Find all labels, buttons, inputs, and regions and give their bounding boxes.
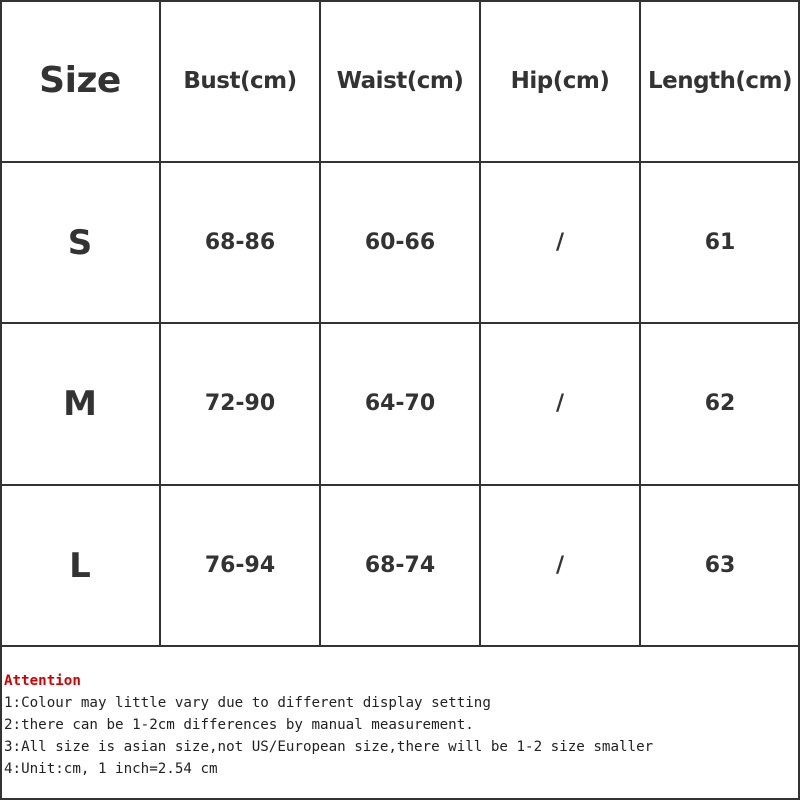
- hip-cell: /: [555, 391, 565, 416]
- size-cell: S: [67, 222, 93, 263]
- header-size: Size: [39, 60, 121, 101]
- row-divider: [0, 484, 800, 486]
- length-cell: 62: [704, 391, 736, 416]
- size-cell: M: [63, 383, 97, 424]
- bust-cell: 72-90: [204, 391, 276, 416]
- row-divider: [0, 161, 800, 163]
- bust-cell: 76-94: [204, 553, 276, 578]
- length-cell: 61: [704, 230, 736, 255]
- header-length: Length(cm): [647, 67, 793, 94]
- header-hip: Hip(cm): [510, 67, 610, 94]
- waist-cell: 60-66: [364, 230, 436, 255]
- hip-cell: /: [555, 553, 565, 578]
- bust-cell: 68-86: [204, 230, 276, 255]
- header-waist: Waist(cm): [336, 67, 464, 94]
- note-line: 1:Colour may little vary due to differen…: [4, 695, 491, 711]
- note-line: 4:Unit:cm, 1 inch=2.54 cm: [4, 761, 218, 777]
- attention-title: Attention: [4, 673, 81, 689]
- header-bust: Bust(cm): [183, 67, 297, 94]
- waist-cell: 68-74: [364, 553, 436, 578]
- length-cell: 63: [704, 553, 736, 578]
- row-divider: [0, 645, 800, 647]
- row-divider: [0, 322, 800, 324]
- waist-cell: 64-70: [364, 391, 436, 416]
- hip-cell: /: [555, 230, 565, 255]
- note-line: 3:All size is asian size,not US/European…: [4, 739, 654, 755]
- attention-notes: Attention 1:Colour may little vary due t…: [4, 670, 653, 780]
- size-cell: L: [69, 545, 91, 586]
- note-line: 2:there can be 1-2cm differences by manu…: [4, 717, 474, 733]
